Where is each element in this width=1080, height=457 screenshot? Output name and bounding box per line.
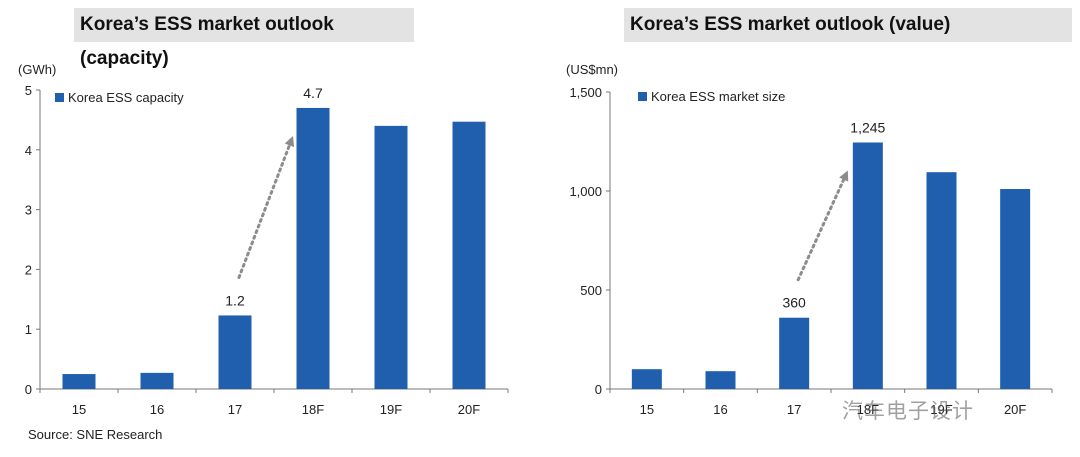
x-tick-label: 20F	[458, 402, 480, 417]
data-label: 1,245	[850, 119, 885, 135]
data-label: 360	[782, 295, 806, 311]
x-tick-label: 18F	[857, 402, 879, 417]
x-tick-label: 16	[713, 402, 727, 417]
y-tick-label: 0	[25, 382, 32, 397]
chart-title-capacity: Korea’s ESS market outlook (capacity)	[74, 8, 414, 69]
bar-18f	[852, 142, 883, 389]
x-tick-label: 17	[228, 402, 242, 417]
bar-15	[62, 374, 96, 389]
chart-title-value: Korea’s ESS market outlook (value)	[624, 8, 1072, 42]
y-tick-label: 4	[25, 143, 32, 158]
x-tick-label: 19F	[380, 402, 402, 417]
y-tick-label: 0	[595, 382, 602, 397]
trend-arrow-head	[839, 170, 849, 182]
bar-15	[631, 369, 662, 389]
data-label: 1.2	[225, 292, 245, 308]
x-tick-label: 15	[640, 402, 654, 417]
trend-arrow-line	[237, 143, 291, 279]
bar-17	[779, 317, 810, 389]
x-tick-label: 16	[150, 402, 164, 417]
data-label: 4.7	[303, 85, 323, 101]
y-tick-label: 500	[580, 283, 602, 298]
bar-20f	[1000, 189, 1031, 389]
legend-label: Korea ESS market size	[651, 89, 785, 104]
y-unit-label-capacity: (GWh)	[18, 62, 57, 77]
x-tick-label: 18F	[302, 402, 324, 417]
y-tick-label: 1,500	[569, 85, 602, 100]
bar-16	[140, 372, 174, 389]
y-tick-label: 5	[25, 83, 32, 98]
y-tick-label: 3	[25, 203, 32, 218]
bar-19f	[374, 125, 408, 389]
x-tick-label: 15	[72, 402, 86, 417]
bar-18f	[296, 107, 330, 389]
bar-17	[218, 315, 252, 389]
bar-16	[705, 371, 736, 389]
bar-19f	[926, 172, 957, 389]
x-tick-label: 19F	[930, 402, 952, 417]
y-tick-label: 2	[25, 262, 32, 277]
source-note: Source: SNE Research	[28, 427, 163, 442]
legend-label: Korea ESS capacity	[68, 90, 184, 105]
bar-20f	[452, 121, 486, 389]
y-tick-label: 1	[25, 322, 32, 337]
y-tick-label: 1,000	[569, 184, 602, 199]
y-unit-label-value: (US$mn)	[566, 62, 619, 77]
watermark: 汽车电子设计	[842, 399, 974, 423]
trend-arrow-head	[284, 135, 295, 148]
x-tick-label: 17	[787, 402, 801, 417]
legend-swatch	[55, 93, 64, 102]
legend-swatch	[638, 92, 647, 101]
trend-arrow-line	[796, 178, 846, 282]
x-tick-label: 20F	[1004, 402, 1026, 417]
